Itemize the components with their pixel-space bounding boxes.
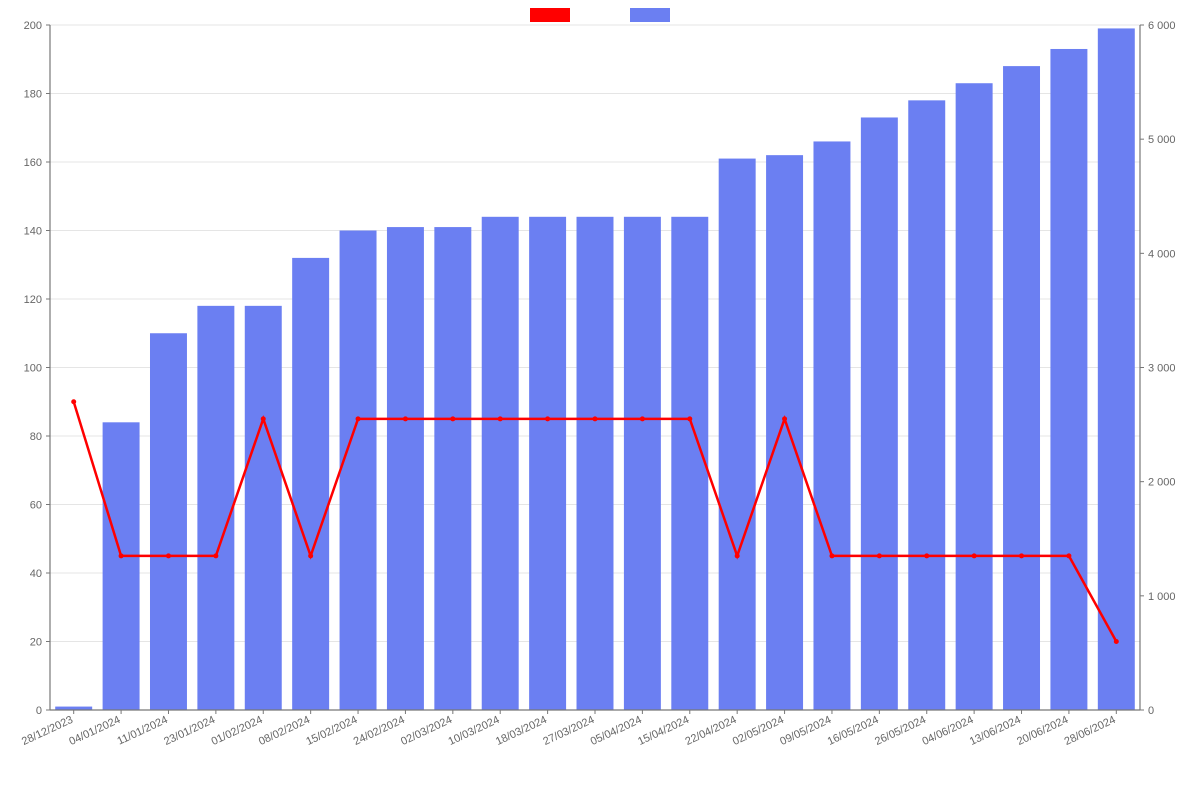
y-left-tick-label: 180 bbox=[24, 89, 42, 101]
y-left-tick-label: 160 bbox=[24, 157, 42, 169]
bar bbox=[103, 422, 140, 710]
bar bbox=[719, 159, 756, 710]
bar bbox=[434, 227, 471, 710]
bar bbox=[671, 217, 708, 710]
y-left-tick-label: 60 bbox=[30, 500, 42, 512]
y-right-tick-label: 4 000 bbox=[1148, 248, 1176, 260]
line-marker bbox=[735, 553, 740, 558]
line-marker bbox=[640, 416, 645, 421]
bar bbox=[1098, 28, 1135, 710]
line-marker bbox=[924, 553, 929, 558]
line-marker bbox=[261, 416, 266, 421]
y-left-tick-label: 40 bbox=[30, 568, 42, 580]
line-marker bbox=[782, 416, 787, 421]
line-marker bbox=[450, 416, 455, 421]
bar bbox=[292, 258, 329, 710]
bar bbox=[245, 306, 282, 710]
bar bbox=[956, 83, 993, 710]
line-marker bbox=[545, 416, 550, 421]
line-marker bbox=[1114, 639, 1119, 644]
line-marker bbox=[213, 553, 218, 558]
line-marker bbox=[403, 416, 408, 421]
y-right-tick-label: 2 000 bbox=[1148, 477, 1176, 489]
y-left-tick-label: 200 bbox=[24, 20, 42, 32]
y-left-tick-label: 0 bbox=[36, 705, 42, 717]
bar bbox=[577, 217, 614, 710]
bar bbox=[624, 217, 661, 710]
bar bbox=[908, 100, 945, 710]
line-marker bbox=[687, 416, 692, 421]
line-marker bbox=[972, 553, 977, 558]
line-marker bbox=[829, 553, 834, 558]
line-marker bbox=[593, 416, 598, 421]
bar bbox=[861, 117, 898, 710]
y-right-tick-label: 1 000 bbox=[1148, 591, 1176, 603]
bar bbox=[1050, 49, 1087, 710]
y-left-tick-label: 140 bbox=[24, 226, 42, 238]
legend-swatch bbox=[530, 8, 570, 22]
line-marker bbox=[1019, 553, 1024, 558]
y-right-tick-label: 5 000 bbox=[1148, 134, 1176, 146]
y-left-tick-label: 80 bbox=[30, 431, 42, 443]
bar bbox=[387, 227, 424, 710]
bar bbox=[482, 217, 519, 710]
bar bbox=[813, 141, 850, 710]
y-left-tick-label: 20 bbox=[30, 637, 42, 649]
y-right-tick-label: 0 bbox=[1148, 705, 1154, 717]
bar bbox=[340, 231, 377, 711]
line-marker bbox=[498, 416, 503, 421]
bar bbox=[766, 155, 803, 710]
bar bbox=[529, 217, 566, 710]
y-right-tick-label: 3 000 bbox=[1148, 363, 1176, 375]
line-marker bbox=[877, 553, 882, 558]
line-marker bbox=[308, 553, 313, 558]
y-right-tick-label: 6 000 bbox=[1148, 20, 1176, 32]
line-marker bbox=[356, 416, 361, 421]
line-marker bbox=[119, 553, 124, 558]
line-marker bbox=[71, 399, 76, 404]
chart-svg: 0 20 40 60 80 100 120 140 160 180 200 0 1 000 2 000 3 … bbox=[0, 0, 1200, 800]
line-marker bbox=[1066, 553, 1071, 558]
bar bbox=[197, 306, 234, 710]
bar bbox=[1003, 66, 1040, 710]
bar bbox=[150, 333, 187, 710]
line-marker bbox=[166, 553, 171, 558]
chart-container: 0 20 40 60 80 100 120 140 160 180 200 0 1 000 2 000 3 … bbox=[0, 0, 1200, 800]
y-left-tick-label: 100 bbox=[24, 363, 42, 375]
legend-swatch bbox=[630, 8, 670, 22]
y-left-tick-label: 120 bbox=[24, 294, 42, 306]
